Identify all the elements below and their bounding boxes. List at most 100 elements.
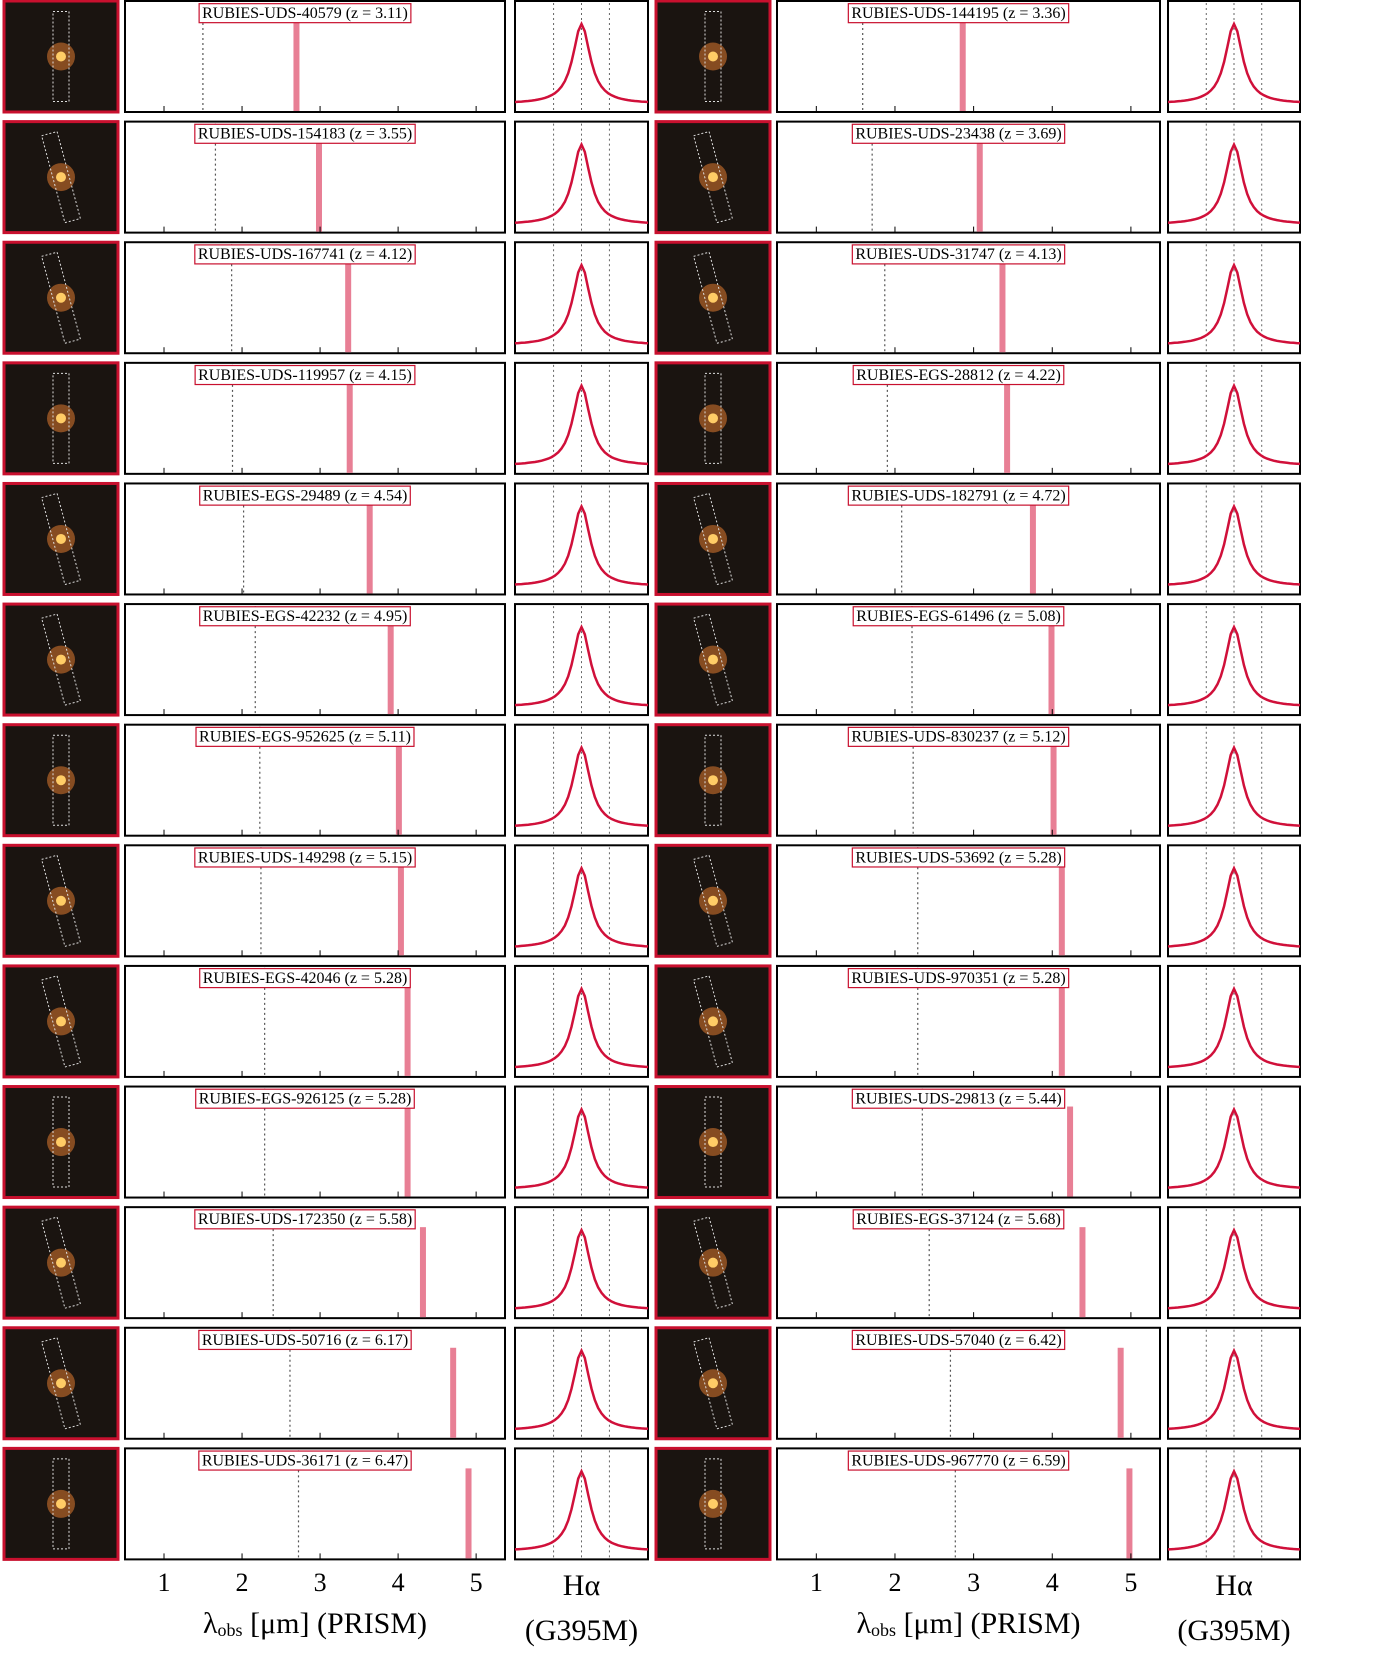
redshift: (z = 4.72) [1003, 487, 1066, 504]
label-box [198, 1329, 412, 1351]
redshift: (z = 4.12) [349, 246, 412, 263]
halpha-band [1050, 744, 1057, 835]
label-box [198, 1450, 412, 1471]
redshift: (z = 5.68) [998, 1211, 1061, 1228]
source-core [708, 51, 718, 62]
line-profile [1167, 262, 1301, 345]
redshift: (z = 5.12) [1003, 728, 1066, 745]
source-core [56, 292, 66, 303]
x-label-rest: [μm] (PRISM) [243, 1607, 427, 1640]
object-label: RUBIES-EGS-952625 (z = 5.11) [199, 728, 411, 745]
line-profile [1167, 1347, 1301, 1431]
object-name: RUBIES-UDS-830237 [851, 728, 999, 745]
spectrum-panel [124, 1206, 506, 1320]
source-core [56, 1257, 66, 1268]
redshift: (z = 6.47) [345, 1452, 408, 1469]
x-tick-label: 3 [314, 1568, 327, 1597]
halpha-panel [1167, 241, 1301, 355]
source-core [56, 775, 66, 786]
line-profile [514, 865, 649, 948]
halpha-panel [514, 1326, 649, 1440]
x-tick-label: 2 [236, 1568, 249, 1597]
x-axis-label: λobs [μm] (PRISM) [857, 1607, 1081, 1640]
x-label-symbol: λ [203, 1607, 218, 1640]
source-core [708, 775, 718, 786]
label-box [194, 847, 416, 868]
halpha-band [404, 985, 411, 1076]
object-label: RUBIES-EGS-28812 (z = 4.22) [856, 367, 1061, 384]
line-profile [1167, 985, 1301, 1069]
halpha-band [315, 141, 322, 232]
halpha-band [1029, 503, 1036, 594]
line-profile [1167, 744, 1301, 827]
line-profile [514, 382, 649, 466]
x-label-subscript: obs [218, 1620, 243, 1640]
slit [693, 975, 733, 1068]
object-label: RUBIES-UDS-40579 (z = 3.11) [202, 5, 408, 22]
line-profile [1167, 1468, 1301, 1551]
object-label: RUBIES-UDS-970351 (z = 5.28) [851, 970, 1065, 987]
object-name: RUBIES-EGS-61496 [856, 608, 994, 625]
source-core [56, 1378, 66, 1389]
grating-label: (G395M) [525, 1614, 638, 1647]
source-core [708, 1498, 718, 1509]
source-core [708, 1016, 718, 1027]
x-axis-label: λobs [μm] (PRISM) [203, 1607, 427, 1640]
line-profile [514, 744, 649, 827]
object-name: RUBIES-UDS-40579 [202, 5, 342, 22]
slit [41, 130, 81, 224]
object-name: RUBIES-EGS-42232 [203, 608, 341, 625]
x-tick-label: 5 [1124, 1568, 1137, 1597]
object-label: RUBIES-UDS-182791 (z = 4.72) [851, 487, 1065, 504]
halpha-band [465, 1468, 472, 1559]
halpha-band [366, 503, 373, 594]
redshift: (z = 5.15) [349, 849, 412, 866]
line-label: Hα [563, 1569, 601, 1602]
halpha-panel [514, 844, 649, 958]
redshift: (z = 5.28) [349, 1090, 412, 1107]
object-label: RUBIES-UDS-167741 (z = 4.12) [198, 246, 412, 263]
object-name: RUBIES-UDS-167741 [198, 246, 346, 263]
halpha-panel [514, 723, 649, 837]
line-profile [1167, 1106, 1301, 1189]
object-label: RUBIES-EGS-42232 (z = 4.95) [203, 608, 408, 625]
label-box [195, 726, 415, 747]
source-core [708, 895, 718, 906]
source-core [56, 172, 66, 183]
line-profile [1167, 624, 1301, 707]
redshift: (z = 5.44) [999, 1090, 1062, 1107]
source-core [56, 413, 66, 424]
object-label: RUBIES-UDS-144195 (z = 3.36) [851, 5, 1065, 22]
redshift: (z = 4.13) [999, 246, 1062, 263]
object-label: RUBIES-UDS-50716 (z = 6.17) [202, 1331, 408, 1348]
object-name: RUBIES-EGS-926125 [199, 1090, 345, 1107]
object-label: RUBIES-UDS-154183 (z = 3.55) [198, 125, 412, 142]
halpha-panel [514, 1447, 649, 1561]
halpha-band [1004, 382, 1011, 473]
slit [693, 613, 733, 706]
slit [693, 492, 733, 586]
halpha-band [346, 382, 353, 473]
halpha-band [1058, 985, 1065, 1076]
label-box [851, 847, 1066, 868]
object-name: RUBIES-UDS-23438 [855, 125, 995, 142]
halpha-panel [514, 482, 649, 596]
redshift: (z = 5.28) [345, 970, 408, 987]
object-name: RUBIES-UDS-53692 [855, 849, 995, 866]
object-label: RUBIES-UDS-53692 (z = 5.28) [855, 849, 1061, 866]
halpha-panel [514, 241, 649, 355]
redshift: (z = 5.58) [349, 1211, 412, 1228]
x-label-symbol: λ [857, 1607, 872, 1640]
line-profile [1167, 1227, 1301, 1310]
halpha-band [1067, 1106, 1074, 1197]
object-name: RUBIES-UDS-149298 [198, 849, 346, 866]
halpha-panel [514, 1085, 649, 1199]
source-core [708, 1378, 718, 1389]
slit [693, 1337, 733, 1430]
halpha-panel [514, 1206, 649, 1320]
line-profile [514, 1227, 649, 1310]
label-box [199, 967, 411, 989]
slit [52, 11, 70, 102]
